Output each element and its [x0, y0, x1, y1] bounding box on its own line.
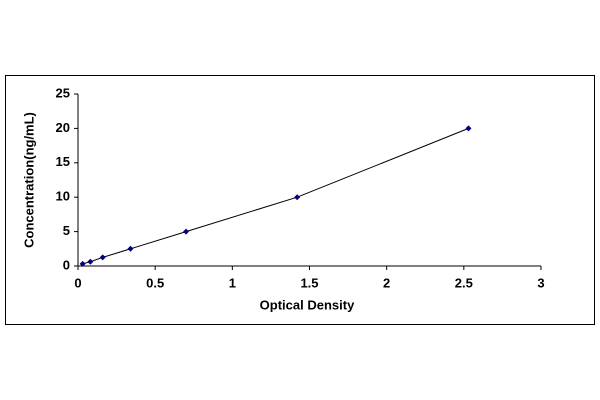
x-tick-label: 3 [537, 275, 544, 290]
x-tick-label: 0 [74, 275, 81, 290]
data-point [79, 260, 86, 267]
x-axis-title: Optical Density [260, 297, 355, 312]
data-point [294, 194, 301, 201]
y-axis-title: Concentration(ng/mL) [21, 112, 36, 248]
y-tick-label: 15 [56, 154, 70, 169]
x-tick-label: 1 [229, 275, 236, 290]
data-point [99, 254, 106, 261]
data-point [87, 258, 94, 265]
data-point [465, 125, 472, 132]
y-tick-label: 0 [63, 257, 70, 272]
data-point [127, 245, 134, 252]
y-tick-label: 20 [56, 120, 70, 135]
y-tick-label: 10 [56, 189, 70, 204]
data-point [183, 228, 190, 235]
y-tick-label: 5 [63, 223, 70, 238]
x-tick-label: 0.5 [146, 275, 164, 290]
x-tick-label: 1.5 [300, 275, 318, 290]
x-tick-label: 2 [383, 275, 390, 290]
y-tick-label: 25 [56, 85, 70, 100]
chart-frame [5, 75, 595, 325]
x-tick-label: 2.5 [455, 275, 473, 290]
